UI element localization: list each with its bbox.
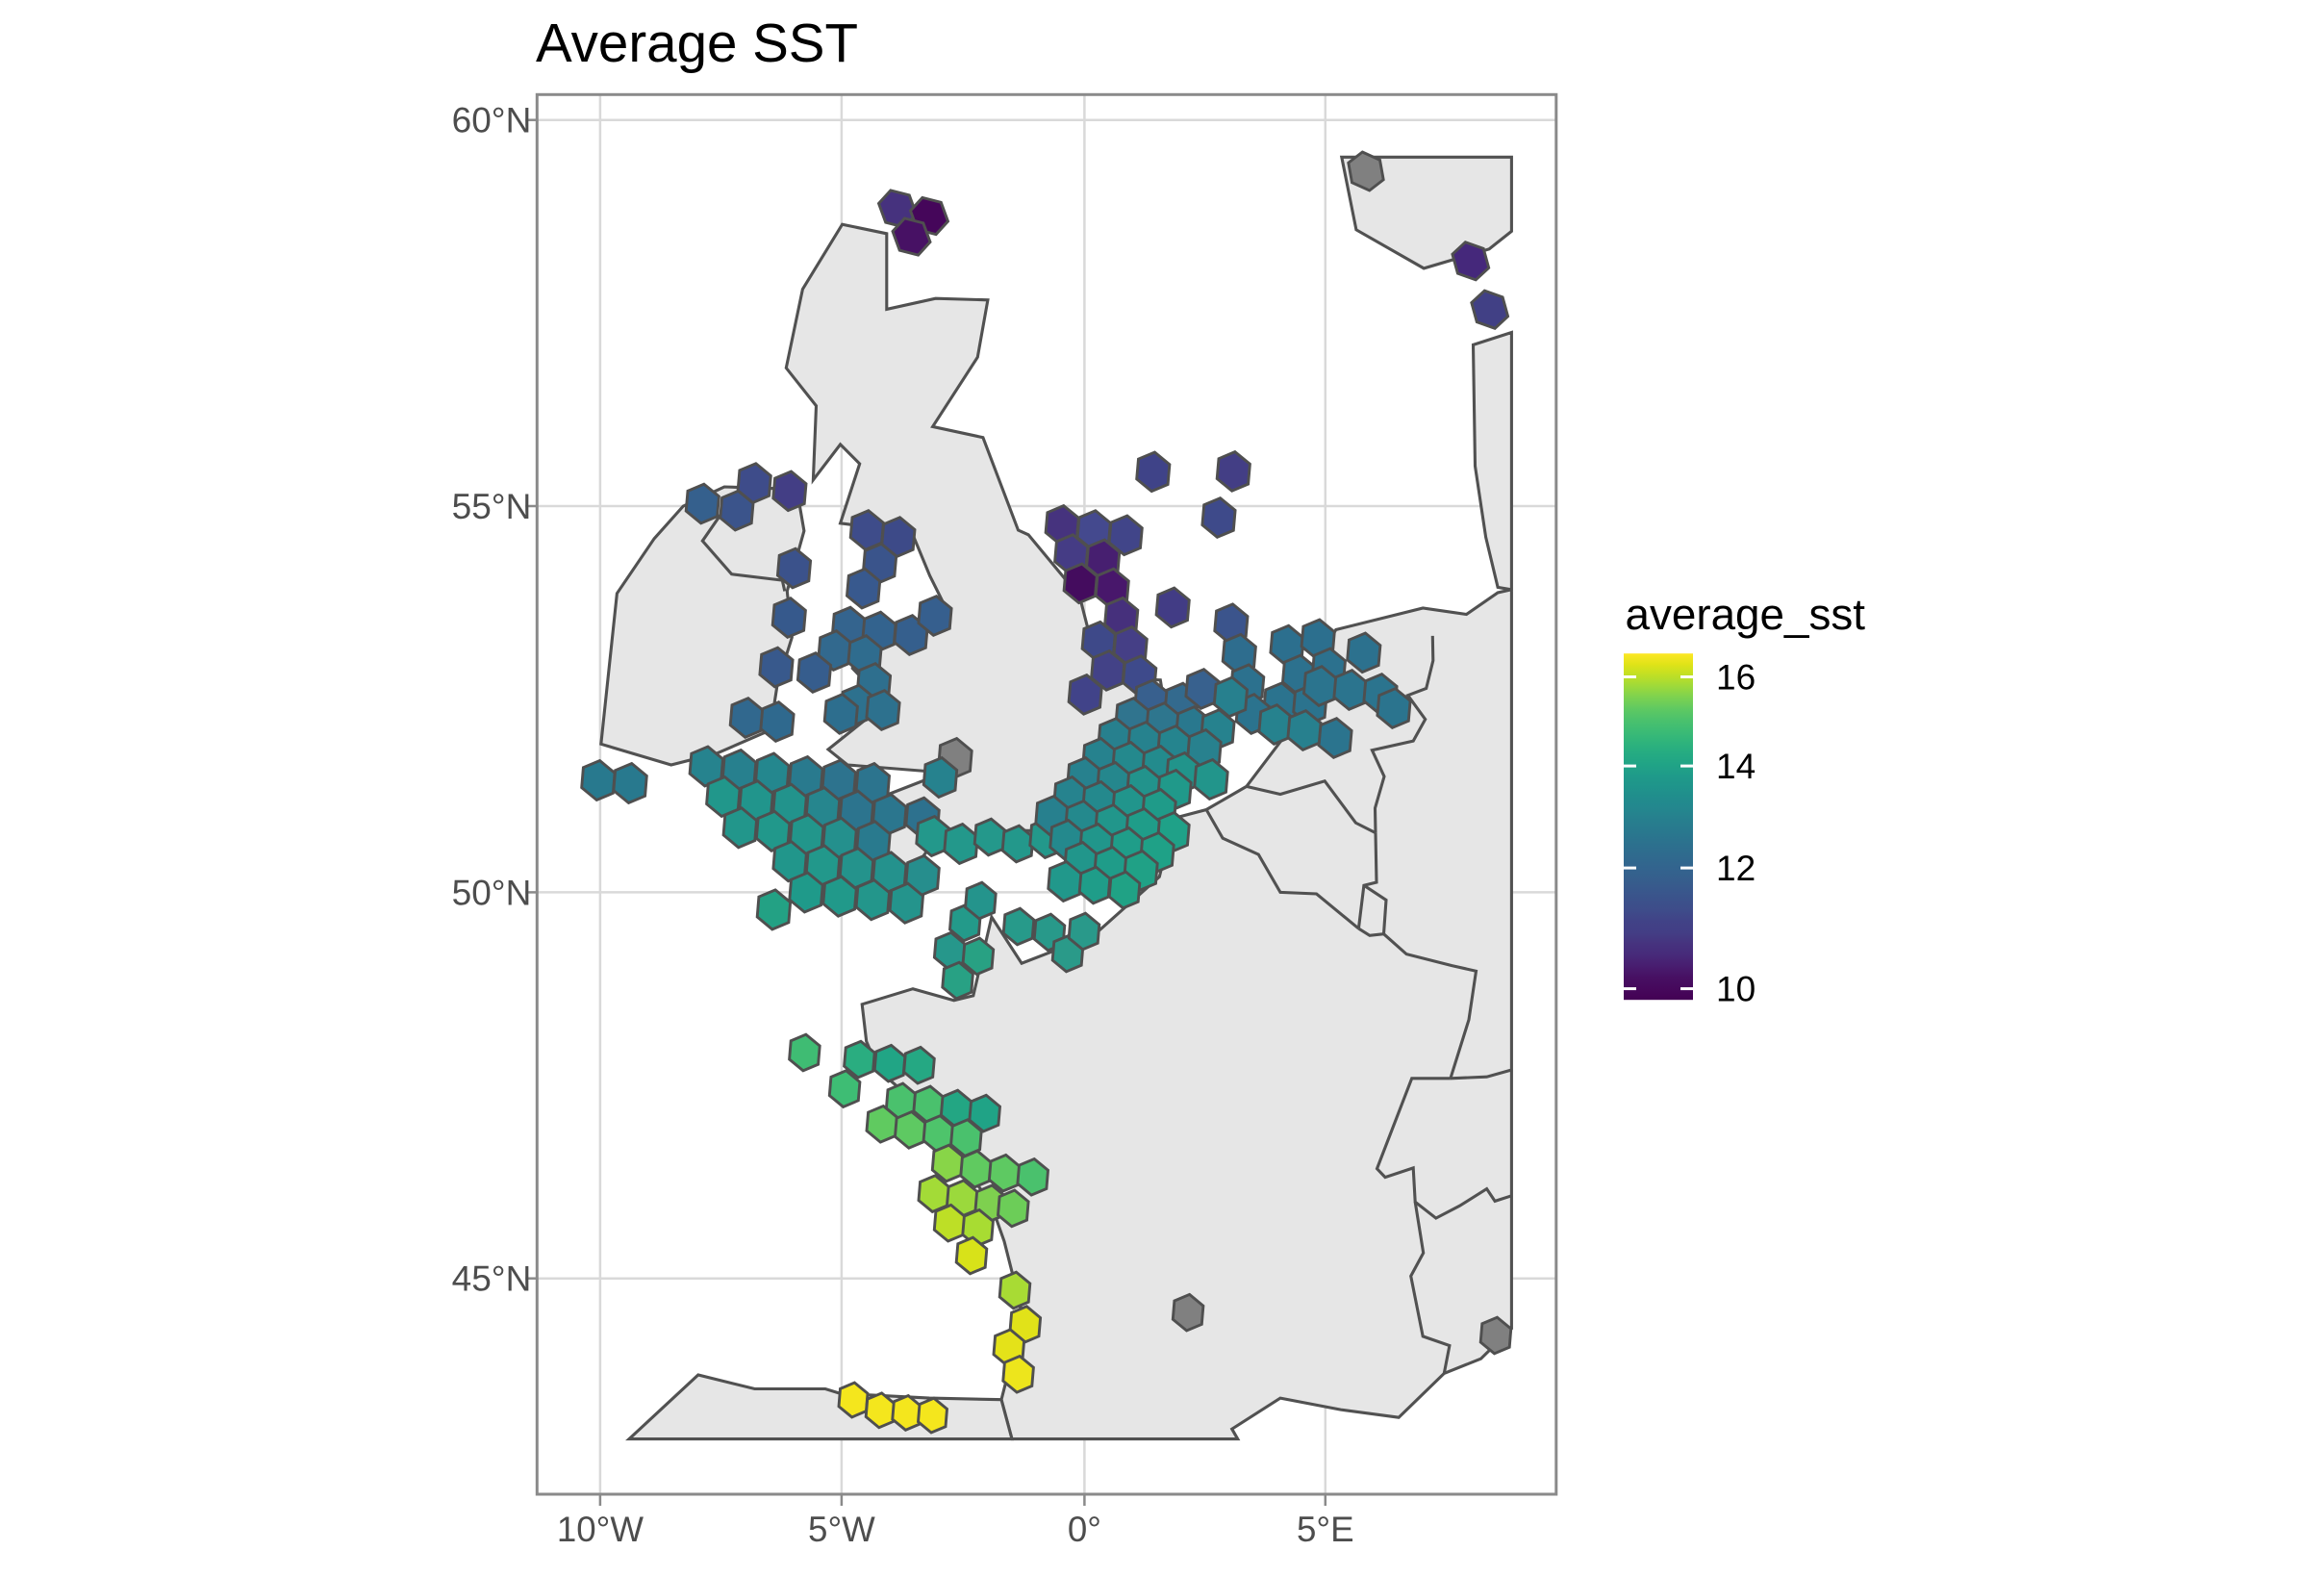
svg-text:60°N: 60°N bbox=[452, 101, 532, 140]
svg-text:5°W: 5°W bbox=[808, 1510, 875, 1549]
svg-text:Average SST: Average SST bbox=[536, 13, 858, 73]
svg-text:14: 14 bbox=[1716, 747, 1756, 786]
svg-text:50°N: 50°N bbox=[452, 873, 532, 912]
svg-text:average_sst: average_sst bbox=[1626, 590, 1866, 639]
svg-text:0°: 0° bbox=[1068, 1510, 1101, 1549]
svg-text:16: 16 bbox=[1716, 658, 1756, 698]
svg-text:45°N: 45°N bbox=[452, 1259, 532, 1299]
svg-text:55°N: 55°N bbox=[452, 487, 532, 526]
svg-text:12: 12 bbox=[1716, 849, 1756, 888]
svg-text:10°W: 10°W bbox=[557, 1510, 644, 1549]
svg-text:5°E: 5°E bbox=[1297, 1510, 1354, 1549]
svg-text:10: 10 bbox=[1716, 970, 1756, 1009]
